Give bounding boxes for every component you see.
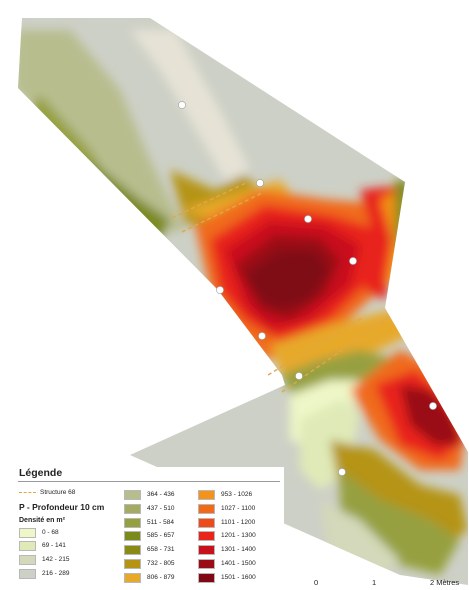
structure-dash-icon xyxy=(19,491,36,493)
scale-tick-2: 2 Mètres xyxy=(430,578,460,587)
legend-class-label: 1501 - 1600 xyxy=(221,574,256,581)
legend-swatch xyxy=(124,518,141,528)
legend-class-label: 437 - 510 xyxy=(147,505,175,512)
legend-swatch xyxy=(124,573,141,583)
legend-swatch xyxy=(19,528,36,538)
legend-swatch xyxy=(124,545,141,555)
survey-point[interactable] xyxy=(256,179,264,187)
structure-line xyxy=(267,317,363,376)
legend-class-label: 216 - 289 xyxy=(42,570,70,577)
legend-class: 1501 - 1600 xyxy=(198,573,256,583)
legend-swatch xyxy=(124,531,141,541)
legend-class: 0 - 68 xyxy=(19,528,59,538)
legend-swatch xyxy=(19,555,36,565)
survey-point[interactable] xyxy=(216,286,224,294)
scale-tick-0: 0 xyxy=(314,578,319,587)
legend-swatch xyxy=(198,545,215,555)
legend-class-label: 1101 - 1200 xyxy=(221,519,256,526)
legend-class: 69 - 141 xyxy=(19,541,66,551)
scale-tick-1: 1 xyxy=(372,578,377,587)
legend-swatch xyxy=(124,490,141,500)
legend-class: 1401 - 1500 xyxy=(198,559,256,569)
legend-class-label: 953 - 1026 xyxy=(221,491,253,498)
legend-class-label: 511 - 584 xyxy=(147,519,174,526)
structure-label: Structure 68 xyxy=(40,489,76,496)
legend-class-label: 364 - 436 xyxy=(147,491,175,498)
legend-class: 1201 - 1300 xyxy=(198,531,256,541)
survey-point[interactable] xyxy=(178,101,186,109)
legend-class-label: 142 - 215 xyxy=(42,556,70,563)
survey-point[interactable] xyxy=(258,332,266,340)
map-legend: Légende Structure 68 P - Profondeur 10 c… xyxy=(16,467,284,585)
legend-swatch xyxy=(198,518,215,528)
legend-swatch xyxy=(198,504,215,514)
legend-divider xyxy=(18,481,280,482)
legend-class-label: 69 - 141 xyxy=(42,542,66,549)
legend-class: 806 - 879 xyxy=(124,573,174,583)
legend-class-label: 585 - 657 xyxy=(147,532,175,539)
legend-class-label: 1401 - 1500 xyxy=(221,560,256,567)
survey-point[interactable] xyxy=(304,215,312,223)
legend-structure-entry: Structure 68 xyxy=(19,489,75,496)
legend-class: 658 - 731 xyxy=(124,545,174,555)
scale-bar: 0 1 2 Mètres xyxy=(310,568,460,590)
legend-class: 732 - 805 xyxy=(124,559,174,569)
legend-class: 1027 - 1100 xyxy=(198,504,255,514)
legend-class-label: 1201 - 1300 xyxy=(221,532,256,539)
legend-swatch xyxy=(198,531,215,541)
legend-swatch xyxy=(19,541,36,551)
legend-title: Légende xyxy=(19,467,63,479)
legend-class: 511 - 584 xyxy=(124,518,174,528)
survey-point[interactable] xyxy=(429,402,437,410)
legend-class-label: 1301 - 1400 xyxy=(221,546,256,553)
legend-unit-label: Densité en m² xyxy=(19,517,65,524)
legend-swatch xyxy=(124,504,141,514)
legend-swatch xyxy=(198,573,215,583)
structure-line xyxy=(171,181,249,219)
survey-point[interactable] xyxy=(338,468,346,476)
legend-class: 216 - 289 xyxy=(19,569,69,579)
legend-class: 953 - 1026 xyxy=(198,490,252,500)
legend-class: 437 - 510 xyxy=(124,504,174,514)
survey-point[interactable] xyxy=(349,257,357,265)
legend-class: 142 - 215 xyxy=(19,555,69,565)
legend-swatch xyxy=(198,490,215,500)
legend-class-label: 0 - 68 xyxy=(42,529,59,536)
legend-swatch xyxy=(19,569,36,579)
legend-swatch xyxy=(198,559,215,569)
legend-class: 364 - 436 xyxy=(124,490,174,500)
legend-subtitle: P - Profondeur 10 cm xyxy=(19,502,105,512)
legend-class: 1301 - 1400 xyxy=(198,545,256,555)
survey-point[interactable] xyxy=(295,372,303,380)
legend-class-label: 1027 - 1100 xyxy=(221,505,256,512)
legend-swatch xyxy=(124,559,141,569)
legend-class-label: 806 - 879 xyxy=(147,574,175,581)
structure-line xyxy=(181,192,263,233)
legend-class-label: 732 - 805 xyxy=(147,560,175,567)
survey-points xyxy=(178,101,437,476)
legend-class-label: 658 - 731 xyxy=(147,546,175,553)
legend-class: 585 - 657 xyxy=(124,531,174,541)
legend-class: 1101 - 1200 xyxy=(198,518,255,528)
